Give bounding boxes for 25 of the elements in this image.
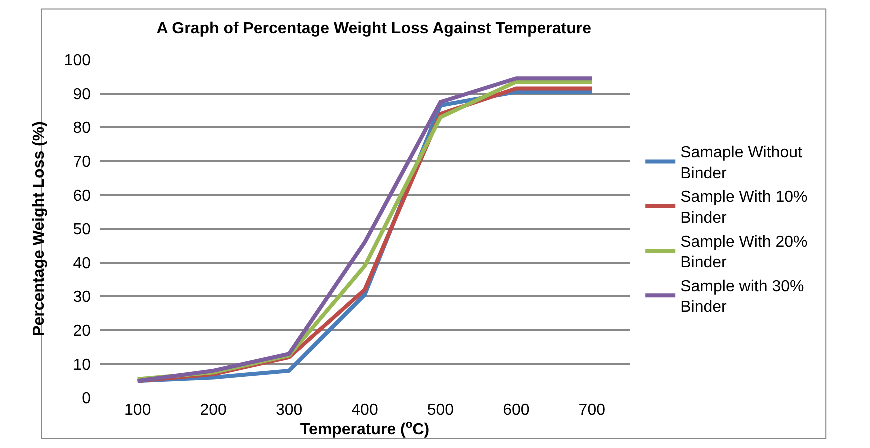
x-tick-label: 700 — [578, 402, 606, 419]
y-tick-label: 80 — [73, 120, 92, 138]
y-tick-label: 0 — [82, 390, 92, 408]
x-tick-label: 500 — [427, 402, 454, 419]
legend-label: Samaple Without Binder — [680, 144, 803, 182]
x-tick-label: 100 — [124, 402, 152, 419]
legend-label: Sample with 30% Binder — [680, 278, 804, 316]
y-tick-label: 30 — [73, 289, 92, 306]
legend-label: Sample With 20% Binder — [680, 234, 808, 272]
y-tick-label: 50 — [73, 222, 92, 239]
legend-label: Sample With 10% Binder — [680, 189, 808, 228]
y-tick-label: 60 — [73, 188, 92, 205]
chart-title: A Graph of Percentage Weight Loss Against Temperature — [156, 20, 592, 38]
x-tick-label: 400 — [352, 402, 378, 419]
x-tick-label: 200 — [200, 402, 228, 419]
y-tick-label: 90 — [73, 86, 92, 104]
y-tick-label: 70 — [73, 154, 92, 171]
y-tick-label: 10 — [73, 356, 92, 374]
y-axis-title: Percentage Weight Loss (%) — [31, 122, 48, 336]
x-axis-title: Temperature ($^{o}$C) — [300, 419, 430, 439]
y-tick-label: 100 — [64, 52, 92, 70]
y-tick-label: 20 — [73, 323, 92, 340]
x-tick-label: 300 — [276, 402, 303, 419]
y-tick-label: 40 — [73, 255, 92, 272]
x-tick-label: 600 — [503, 402, 530, 419]
